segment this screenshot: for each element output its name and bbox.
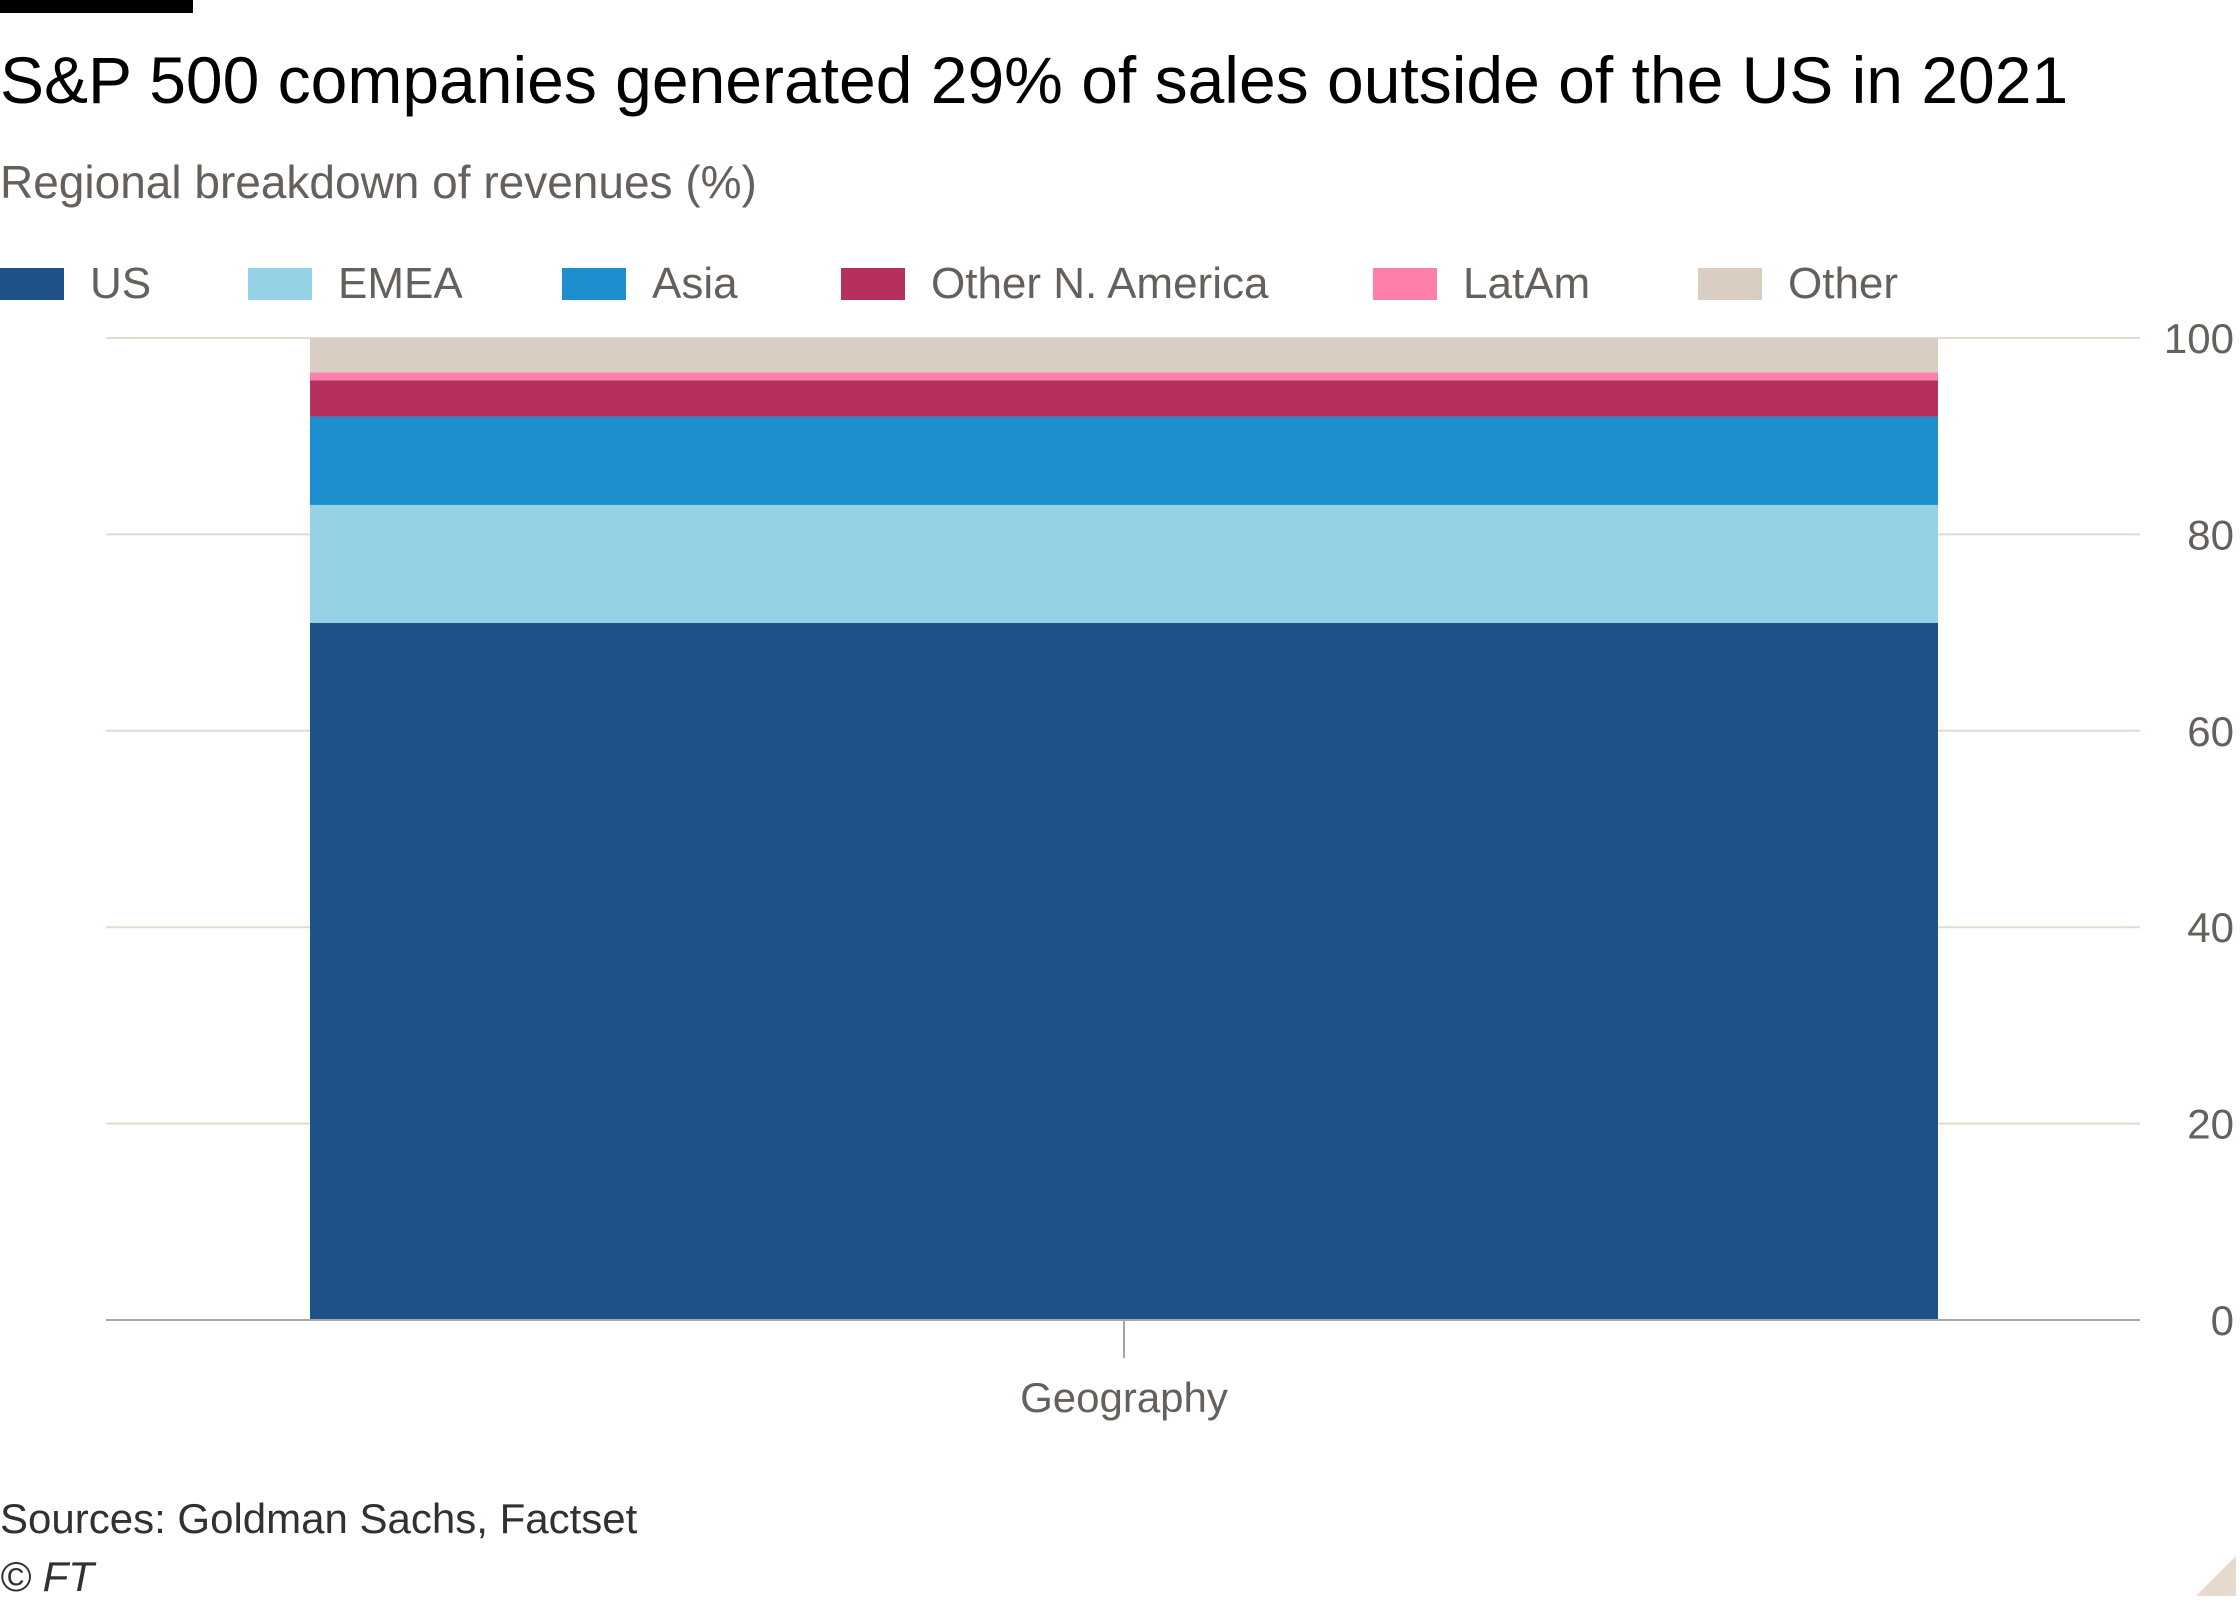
legend-swatch-latam [1373,268,1437,300]
legend-swatch-other [1698,268,1762,300]
corner-resize-icon [2196,1556,2236,1596]
y-tick-label-20: 20 [2187,1101,2234,1148]
legend-swatch-us [0,268,64,300]
source-note: Sources: Goldman Sachs, Factset [0,1495,638,1542]
x-category-label-geography: Geography [1020,1374,1228,1421]
legend-label-asia: Asia [652,259,738,308]
y-tick-label-80: 80 [2187,511,2234,558]
brand-top-bar [0,0,193,13]
y-tick-label-0: 0 [2211,1297,2234,1344]
bar-segment-other [310,338,1938,373]
legend-swatch-other-n-america [841,268,905,300]
y-tick-label-40: 40 [2187,904,2234,951]
legend-label-other: Other [1788,259,1899,308]
bar-segment-asia [310,416,1938,505]
chart-subtitle: Regional breakdown of revenues (%) [0,156,757,208]
copyright-note: © FT [0,1553,94,1600]
bar-segment-us [310,622,1938,1320]
chart-title: S&P 500 companies generated 29% of sales… [0,43,2069,117]
y-tick-label-100: 100 [2164,320,2234,362]
bar-segment-emea [310,504,1938,623]
legend-item-us: US [0,254,151,314]
legend-label-us: US [90,259,152,308]
legend-item-other: Other [1698,254,1898,314]
legend-label-other-n-america: Other N. America [931,259,1269,308]
bar-segment-latam [310,372,1938,381]
bar-segment-other-n-america [310,380,1938,417]
stacked-bar-chart: 0 20 40 60 80 100 Geography [106,320,2234,1421]
y-tick-label-60: 60 [2187,708,2234,755]
legend-item-other-n-america: Other N. America [841,254,1268,314]
legend-item-asia: Asia [562,254,738,314]
legend-swatch-asia [562,268,626,300]
legend-label-emea: EMEA [338,259,463,308]
legend-label-latam: LatAm [1463,259,1591,308]
legend-item-emea: EMEA [248,254,463,314]
chart-legend: US EMEA Asia Other N. America LatAm Othe… [0,254,2000,314]
legend-item-latam: LatAm [1373,254,1590,314]
legend-swatch-emea [248,268,312,300]
